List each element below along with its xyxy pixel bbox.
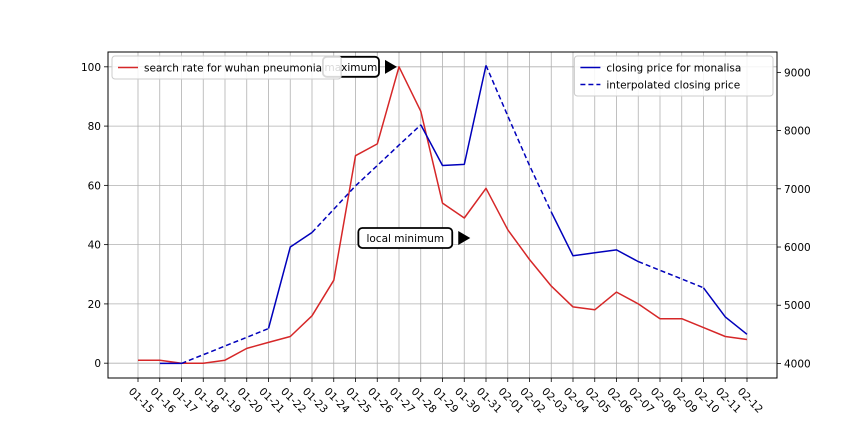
legend-entry-label: search rate for wuhan pneumonia: [144, 63, 322, 75]
left-y-tick-label: 40: [88, 240, 101, 252]
left-y-tick-label: 0: [94, 358, 101, 370]
legend-layer: search rate for wuhan pneumonia closing p…: [111, 55, 774, 97]
legend-top-right: closing price for monalisa interpolated c…: [573, 55, 774, 97]
legend-box: [573, 55, 774, 97]
x-tick-label: 02-12: [735, 386, 765, 416]
series-line-interpolated-closing-price: [311, 124, 422, 234]
legend-box: [111, 55, 342, 80]
series-line-search-rate-for-wuhan-pneumonia: [138, 66, 748, 364]
annotation-label: local minimum: [366, 233, 444, 245]
grid-layer: [108, 52, 777, 378]
series-line-closing-price-for-monalisa: [550, 211, 639, 263]
right-y-tick-label: 6000: [784, 242, 811, 254]
left-y-tick-label: 100: [81, 62, 101, 74]
left-y-tick-label: 60: [88, 180, 101, 192]
left-y-tick-label: 80: [88, 121, 101, 133]
series-line-closing-price-for-monalisa: [267, 231, 313, 329]
right-y-tick-label: 5000: [784, 300, 811, 312]
left-y-tick-label: 20: [88, 299, 101, 311]
annotation-arrow: [385, 59, 397, 74]
legend-entry-label: interpolated closing price: [606, 80, 740, 92]
series-line-interpolated-closing-price: [485, 65, 552, 213]
right-y-tick-label: 4000: [784, 358, 811, 370]
series-line-closing-price-for-monalisa: [420, 65, 487, 167]
series-layer: [138, 65, 748, 365]
annotation-arrow: [458, 230, 471, 245]
legend-entry-label: closing price for monalisa: [606, 63, 741, 75]
right-y-tick-label: 9000: [784, 67, 811, 79]
series-line-interpolated-closing-price: [638, 260, 704, 289]
right-y-tick-label: 8000: [784, 126, 811, 138]
right-y-tick-label: 7000: [784, 184, 811, 196]
legend-top-left: search rate for wuhan pneumonia: [111, 55, 342, 80]
series-line-closing-price-for-monalisa: [702, 287, 748, 335]
annotation-local-minimum: local minimum: [357, 227, 471, 249]
annotation-box: [357, 227, 454, 249]
